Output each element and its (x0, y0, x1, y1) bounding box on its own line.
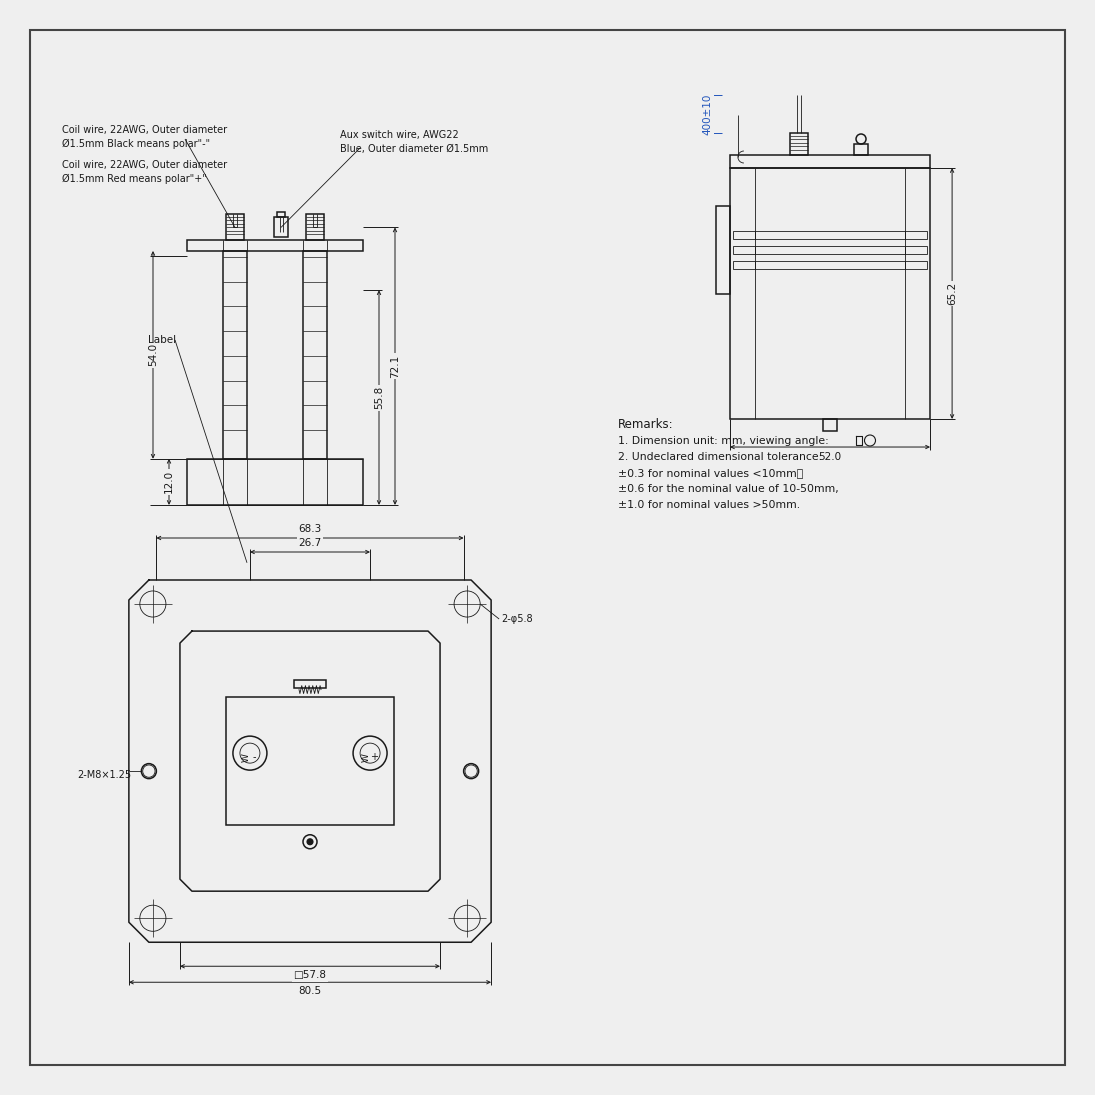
Bar (293, 680, 326, 688)
Text: Blue, Outer diameter Ø1.5mm: Blue, Outer diameter Ø1.5mm (341, 145, 488, 154)
Bar (730, 155, 930, 168)
Bar (187, 459, 364, 505)
Bar (306, 214, 324, 240)
Text: 2. Undeclared dimensional tolerance:: 2. Undeclared dimensional tolerance: (618, 452, 822, 462)
Bar (789, 132, 808, 155)
Text: +: + (370, 752, 378, 762)
Bar (277, 212, 285, 217)
Text: Label: Label (148, 335, 176, 345)
Text: Coil wire, 22AWG, Outer diameter: Coil wire, 22AWG, Outer diameter (62, 125, 227, 135)
Text: Remarks:: Remarks: (618, 418, 673, 431)
Text: 80.5: 80.5 (299, 987, 322, 996)
Text: ±0.3 for nominal values <10mm，: ±0.3 for nominal values <10mm， (618, 468, 804, 479)
Text: Aux switch wire, AWG22: Aux switch wire, AWG22 (341, 130, 459, 140)
Text: 54.0: 54.0 (148, 344, 158, 367)
Bar (906, 261, 927, 268)
Bar (733, 261, 754, 268)
Text: 2-φ5.8: 2-φ5.8 (502, 614, 533, 624)
Bar (823, 419, 837, 431)
Bar (716, 206, 730, 293)
Text: □57.8: □57.8 (293, 970, 326, 980)
Text: ±0.6 for the nominal value of 10-50mm,: ±0.6 for the nominal value of 10-50mm, (618, 484, 839, 494)
Bar (854, 145, 868, 155)
Text: 1. Dimension unit: mm, viewing angle:: 1. Dimension unit: mm, viewing angle: (618, 436, 829, 446)
Bar (187, 240, 364, 251)
Bar (274, 217, 288, 237)
Text: 52.0: 52.0 (818, 452, 842, 462)
Text: 26.7: 26.7 (298, 538, 322, 548)
Bar (223, 251, 247, 459)
Bar (730, 168, 930, 419)
Text: 68.3: 68.3 (298, 525, 322, 534)
Text: Ø1.5mm Red means polar"+": Ø1.5mm Red means polar"+" (62, 174, 207, 184)
Bar (303, 251, 327, 459)
Text: 2-M8×1.25: 2-M8×1.25 (77, 770, 131, 780)
Text: 65.2: 65.2 (947, 281, 957, 306)
Bar (226, 696, 394, 826)
Text: Ø1.5mm Black means polar"-": Ø1.5mm Black means polar"-" (62, 139, 210, 149)
Bar (906, 245, 927, 254)
Circle shape (308, 839, 313, 844)
Text: W: W (361, 752, 370, 761)
Text: 12.0: 12.0 (164, 471, 174, 494)
Text: 72.1: 72.1 (390, 355, 400, 378)
Text: W: W (241, 752, 251, 761)
Text: 55.8: 55.8 (374, 385, 384, 410)
Bar (733, 245, 754, 254)
Bar (906, 231, 927, 239)
Bar (226, 214, 244, 240)
Text: ±1.0 for nominal values >50mm.: ±1.0 for nominal values >50mm. (618, 500, 800, 510)
Text: -: - (252, 752, 255, 762)
Text: Coil wire, 22AWG, Outer diameter: Coil wire, 22AWG, Outer diameter (62, 160, 227, 170)
Bar (733, 231, 754, 239)
Text: 400±10: 400±10 (703, 93, 713, 135)
